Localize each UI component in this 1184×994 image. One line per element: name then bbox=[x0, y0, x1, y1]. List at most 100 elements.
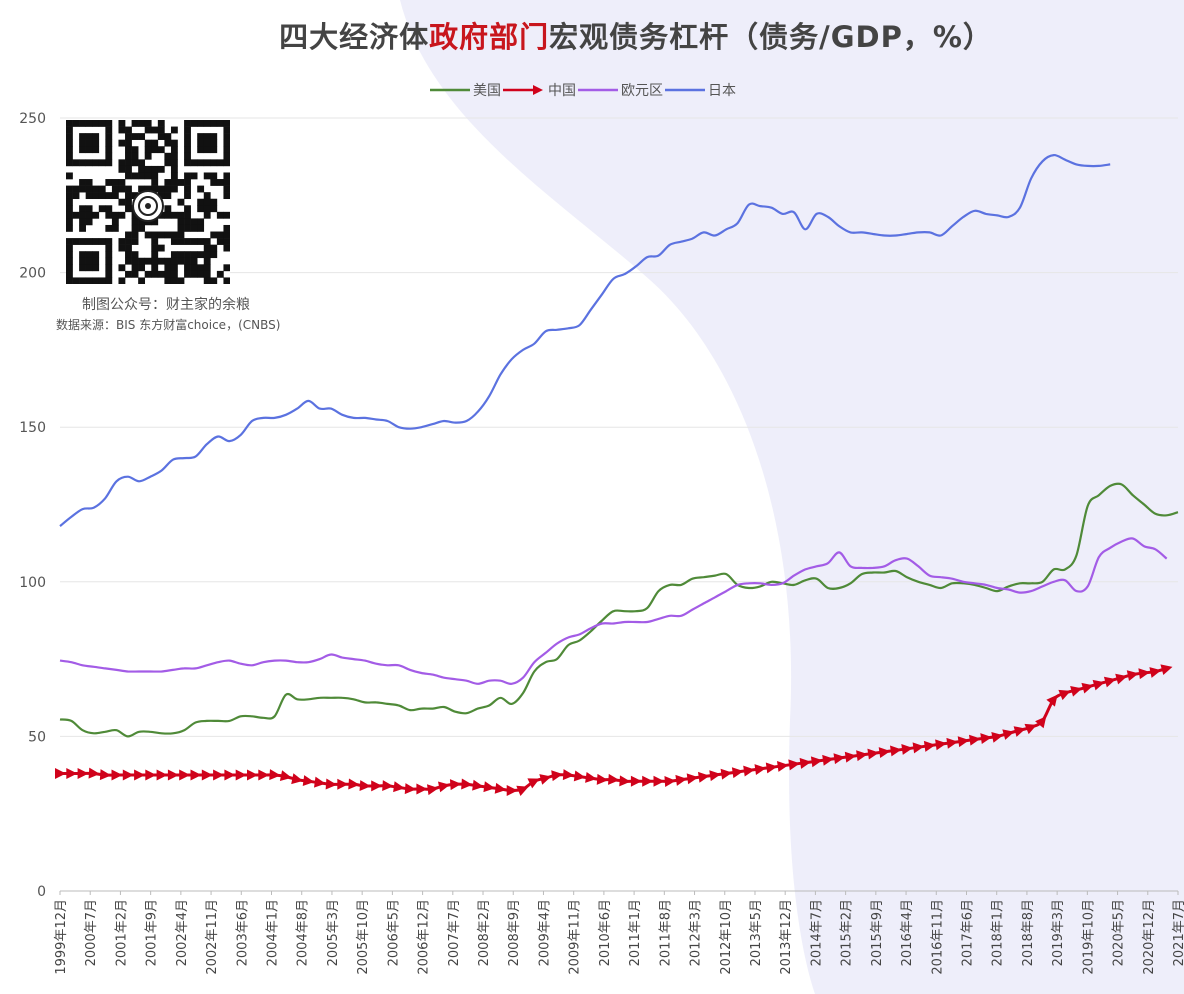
qr-module bbox=[170, 211, 178, 219]
qr-module bbox=[72, 192, 80, 200]
qr-module bbox=[223, 192, 230, 200]
qr-finder-module bbox=[184, 133, 191, 140]
legend-item-japan[interactable]: 日本 bbox=[665, 80, 736, 100]
qr-finder-module bbox=[105, 264, 113, 272]
qr-finder-module bbox=[216, 120, 224, 127]
qr-module bbox=[170, 238, 178, 245]
qr-module bbox=[164, 277, 172, 284]
qr-module bbox=[164, 205, 172, 213]
qr-module bbox=[111, 192, 119, 200]
qr-module bbox=[177, 231, 185, 239]
qr-module bbox=[170, 257, 178, 265]
qr-module bbox=[79, 224, 86, 232]
x-tick-label-30: 2017年6月 bbox=[960, 899, 975, 966]
qr-module bbox=[157, 146, 165, 154]
qr-module bbox=[223, 231, 230, 239]
series-1-point-50 bbox=[619, 775, 631, 787]
series-1-point-73 bbox=[878, 747, 891, 759]
qr-finder-module bbox=[66, 146, 73, 154]
qr-finder-module bbox=[197, 120, 205, 127]
qr-module bbox=[131, 257, 139, 265]
series-1-point-28 bbox=[371, 780, 383, 792]
qr-module bbox=[157, 165, 165, 173]
series-1-point-76 bbox=[912, 742, 925, 754]
x-tick-label-29: 2016年11月 bbox=[930, 899, 945, 975]
qr-finder-module bbox=[92, 146, 100, 154]
qr-module bbox=[216, 211, 224, 219]
qr-module bbox=[138, 159, 146, 167]
qr-module bbox=[151, 251, 159, 259]
series-1-point-63 bbox=[765, 762, 778, 774]
qr-finder-module bbox=[66, 270, 73, 278]
qr-finder-module bbox=[98, 238, 106, 245]
x-tick-label-35: 2020年5月 bbox=[1112, 899, 1127, 966]
chart-title: 四大经济体政府部门宏观债务杠杆（债务/GDP，%） bbox=[0, 14, 1184, 56]
series-1-point-94 bbox=[1115, 673, 1128, 685]
series-1-point-97 bbox=[1149, 667, 1162, 678]
legend-item-us[interactable]: 美国 bbox=[430, 80, 501, 100]
qr-finder-module bbox=[223, 152, 230, 160]
y-tick-label-2: 100 bbox=[19, 575, 46, 591]
qr-module bbox=[203, 257, 211, 265]
qr-module bbox=[125, 270, 132, 278]
qr-finder-module bbox=[66, 257, 73, 265]
qr-finder-module bbox=[79, 264, 86, 272]
qr-code-icon[interactable] bbox=[66, 120, 230, 284]
series-1-point-79 bbox=[946, 737, 959, 749]
y-tick-label-3: 150 bbox=[19, 420, 46, 436]
qr-finder-module bbox=[92, 133, 100, 140]
qr-module bbox=[151, 179, 159, 186]
qr-module bbox=[203, 192, 211, 200]
qr-module bbox=[85, 179, 93, 186]
qr-module bbox=[210, 172, 218, 180]
qr-module bbox=[131, 192, 139, 200]
series-1-point-4 bbox=[99, 769, 112, 781]
series-1-point-21 bbox=[291, 773, 304, 785]
series-1-point-3 bbox=[88, 767, 100, 779]
x-tick-label-26: 2015年2月 bbox=[840, 899, 855, 966]
series-1-point-87 bbox=[1035, 716, 1047, 729]
series-1-point-91 bbox=[1081, 682, 1094, 694]
qr-finder-module bbox=[72, 120, 80, 127]
legend-item-euro[interactable]: 欧元区 bbox=[578, 80, 663, 100]
qr-module bbox=[118, 159, 126, 167]
qr-module bbox=[177, 218, 185, 226]
qr-module bbox=[203, 211, 211, 219]
qr-module bbox=[125, 205, 132, 213]
series-1-point-56 bbox=[686, 773, 699, 785]
qr-module bbox=[203, 270, 211, 278]
series-1-point-67 bbox=[810, 756, 823, 768]
qr-module bbox=[210, 277, 218, 284]
qr-module bbox=[151, 264, 159, 272]
series-1-point-92 bbox=[1092, 679, 1105, 691]
qr-module bbox=[197, 198, 205, 206]
x-tick-label-10: 2005年10月 bbox=[356, 899, 371, 975]
qr-module bbox=[111, 179, 119, 186]
legend-item-china[interactable]: 中国 bbox=[503, 80, 576, 100]
series-1-point-25 bbox=[337, 778, 349, 790]
qr-module bbox=[170, 159, 178, 167]
background-shape-path bbox=[400, 0, 1184, 994]
qr-finder-module bbox=[105, 152, 113, 160]
qr-finder-module bbox=[105, 270, 113, 278]
qr-module bbox=[157, 185, 165, 193]
series-1-point-0 bbox=[55, 768, 66, 779]
qr-module bbox=[170, 231, 178, 239]
qr-module bbox=[203, 172, 211, 180]
series-1-point-27 bbox=[359, 780, 371, 792]
qr-module bbox=[151, 244, 159, 252]
qr-finder-module bbox=[105, 133, 113, 140]
qr-module bbox=[79, 218, 86, 226]
qr-module bbox=[125, 139, 132, 147]
qr-module bbox=[177, 257, 185, 265]
qr-module bbox=[138, 172, 146, 180]
series-1-point-29 bbox=[382, 780, 394, 792]
qr-module bbox=[125, 192, 132, 200]
qr-module bbox=[210, 231, 218, 239]
qr-module bbox=[184, 238, 191, 245]
qr-finder-module bbox=[98, 159, 106, 167]
series-1-point-8 bbox=[145, 769, 157, 781]
series-1-point-52 bbox=[642, 775, 654, 787]
x-tick-label-3: 2001年9月 bbox=[145, 899, 160, 966]
x-tick-label-23: 2013年5月 bbox=[749, 899, 764, 966]
